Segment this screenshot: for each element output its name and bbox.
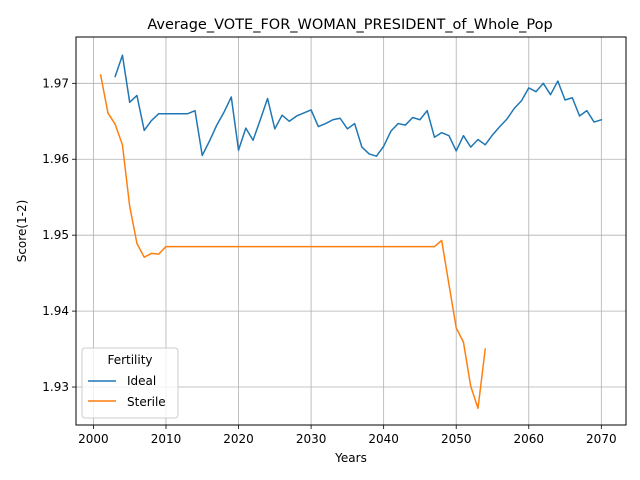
plot-frame bbox=[75, 36, 627, 426]
x-tick-label: 2070 bbox=[586, 432, 617, 446]
y-tick-label: 1.96 bbox=[42, 152, 69, 166]
y-tick-label: 1.97 bbox=[42, 76, 69, 90]
y-tick-label: 1.93 bbox=[42, 380, 69, 394]
legend: Fertility Ideal Sterile bbox=[81, 347, 179, 419]
x-tick-label: 2060 bbox=[513, 432, 544, 446]
series-line-ideal bbox=[114, 54, 603, 157]
legend-label-ideal: Ideal bbox=[127, 374, 156, 388]
legend-label-sterile: Sterile bbox=[127, 395, 166, 409]
x-axis-label: Years bbox=[334, 451, 367, 465]
chart-title: Average_VOTE_FOR_WOMAN_PRESIDENT_of_Whol… bbox=[147, 17, 552, 33]
legend-title: Fertility bbox=[107, 353, 152, 367]
x-tick-label: 2040 bbox=[368, 432, 399, 446]
y-tick-label: 1.94 bbox=[42, 304, 69, 318]
y-axis-label: Score(1-2) bbox=[15, 200, 29, 263]
y-tick-label: 1.95 bbox=[42, 228, 69, 242]
x-tick-label: 2020 bbox=[223, 432, 254, 446]
x-tick-label: 2050 bbox=[441, 432, 472, 446]
x-tick-label: 2030 bbox=[296, 432, 327, 446]
x-tick-label: 2010 bbox=[151, 432, 182, 446]
series-line-sterile bbox=[99, 74, 487, 410]
x-axis: 2000 2010 2020 2030 2040 2050 2060 2070 bbox=[78, 425, 617, 446]
series-lines bbox=[99, 54, 603, 410]
x-tick-label: 2000 bbox=[78, 432, 109, 446]
y-axis: 1.93 1.94 1.95 1.96 1.97 bbox=[42, 76, 76, 394]
